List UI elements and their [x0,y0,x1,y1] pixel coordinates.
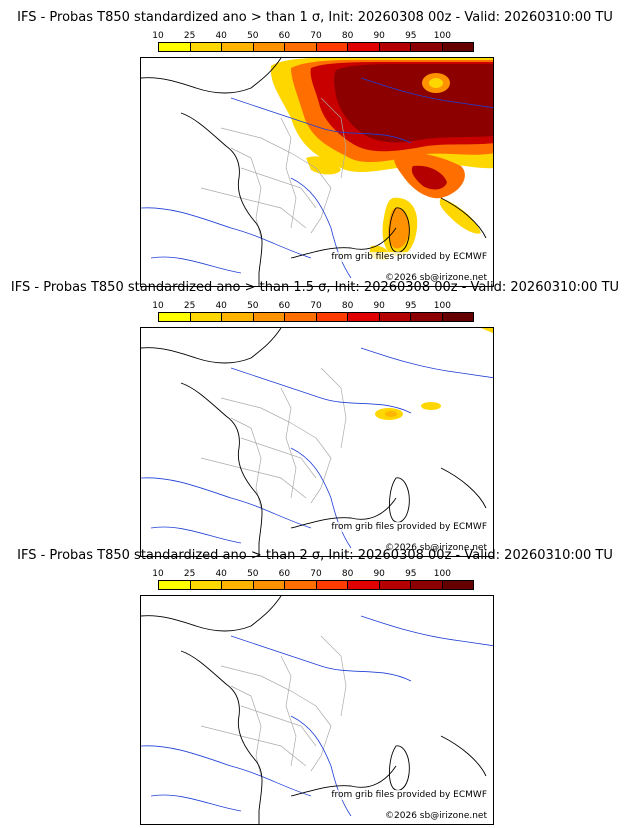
colorbar-segment [442,43,473,51]
borders-layer [200,635,347,777]
colorbar-tick-label: 60 [278,301,291,311]
colorbar-segment [190,581,222,589]
colorbar-segment [379,43,411,51]
colorbar-ticks: 10 25 40 50 60 70 80 90 95 100 [0,31,630,43]
panel-title: IFS - Probas T850 standardized ano > tha… [10,280,620,295]
colorbar-tick-label: 70 [310,301,322,311]
colorbar-segment [159,43,191,51]
credit-source: from grib files provided by ECMWF [331,252,487,262]
credit-copyright: ©2026 sb@irizone.net [385,543,487,553]
probability-map: from grib files provided by ECMWF ©2026 … [140,327,494,557]
colorbar-tick-label: 50 [247,301,259,311]
colorbar-segment [190,313,222,321]
colorbar-segment [253,43,285,51]
map-panel-1-5sigma: IFS - Probas T850 standardized ano > tha… [0,280,630,557]
colorbar-tick-label: 80 [341,301,354,311]
colorbar [158,312,474,322]
colorbar-tick-label: 100 [433,301,451,311]
colorbar-tick-label: 25 [183,301,196,311]
map-panel-1sigma: IFS - Probas T850 standardized ano > tha… [0,10,630,287]
colorbar-tick-label: 25 [183,31,196,41]
colorbar-segment [285,581,317,589]
probability-map: from grib files provided by ECMWF ©2026 … [140,57,494,287]
panel-title: IFS - Probas T850 standardized ano > tha… [17,548,613,563]
rivers-layer [141,615,493,817]
colorbar [158,42,474,52]
colorbar-tick-label: 80 [341,31,354,41]
colorbar-tick-label: 90 [373,569,385,579]
colorbar-segment [348,43,380,51]
rivers-layer [141,347,493,549]
colorbar-tick-label: 100 [433,31,451,41]
colorbar-ticks: 10 25 40 50 60 70 80 90 95 100 [0,301,630,313]
coastline-layer [141,596,487,824]
colorbar-segment [222,313,254,321]
colorbar-segment [348,581,380,589]
colorbar-tick-label: 50 [247,569,259,579]
colorbar-segment [442,581,473,589]
colorbar-tick-label: 80 [341,569,354,579]
map-canvas [141,58,493,286]
colorbar-tick-label: 90 [373,301,385,311]
colorbar-segment [253,581,285,589]
colorbar-segment [379,313,411,321]
colorbar-segment [222,581,254,589]
colorbar-segment [411,43,443,51]
colorbar-tick-label: 90 [373,31,385,41]
colorbar-segment [190,43,222,51]
colorbar-tick-label: 60 [278,569,291,579]
colorbar-segment [222,43,254,51]
colorbar-tick-label: 100 [433,569,451,579]
probability-field [270,58,493,261]
colorbar-segment [411,581,443,589]
colorbar-tick-label: 95 [405,301,417,311]
colorbar-tick-label: 70 [310,569,322,579]
colorbar-segment [316,313,348,321]
colorbar-segment [442,313,473,321]
map-canvas [141,596,493,824]
probability-field [375,328,493,420]
colorbar-tick-label: 40 [215,31,227,41]
colorbar-segment [159,313,191,321]
colorbar-segment [285,43,317,51]
colorbar-tick-label: 10 [152,31,164,41]
colorbar-tick-label: 50 [247,31,259,41]
credit-source: from grib files provided by ECMWF [331,522,487,532]
colorbar-tick-label: 25 [183,569,196,579]
colorbar-tick-label: 60 [278,31,291,41]
colorbar-tick-label: 95 [405,569,417,579]
colorbar-tick-label: 70 [310,31,322,41]
borders-layer [200,367,347,509]
borders-layer [200,97,347,239]
colorbar-tick-label: 10 [152,301,164,311]
colorbar-segment [253,313,285,321]
rivers-layer [141,77,493,279]
panel-title: IFS - Probas T850 standardized ano > tha… [17,10,613,25]
credit-copyright: ©2026 sb@irizone.net [385,273,487,283]
probability-map: from grib files provided by ECMWF ©2026 … [140,595,494,825]
colorbar-segment [379,581,411,589]
colorbar-segment [159,581,191,589]
colorbar-segment [316,43,348,51]
coastline-layer [141,328,487,556]
coastline-layer [141,58,487,286]
colorbar-tick-label: 40 [215,301,227,311]
colorbar-segment [316,581,348,589]
credit-source: from grib files provided by ECMWF [331,790,487,800]
colorbar-tick-label: 95 [405,31,417,41]
colorbar-segment [348,313,380,321]
colorbar-tick-label: 10 [152,569,164,579]
colorbar-tick-label: 40 [215,569,227,579]
colorbar [158,580,474,590]
colorbar-segment [285,313,317,321]
map-panel-2sigma: IFS - Probas T850 standardized ano > tha… [0,548,630,825]
map-canvas [141,328,493,556]
credit-copyright: ©2026 sb@irizone.net [385,811,487,821]
colorbar-segment [411,313,443,321]
colorbar-ticks: 10 25 40 50 60 70 80 90 95 100 [0,569,630,581]
